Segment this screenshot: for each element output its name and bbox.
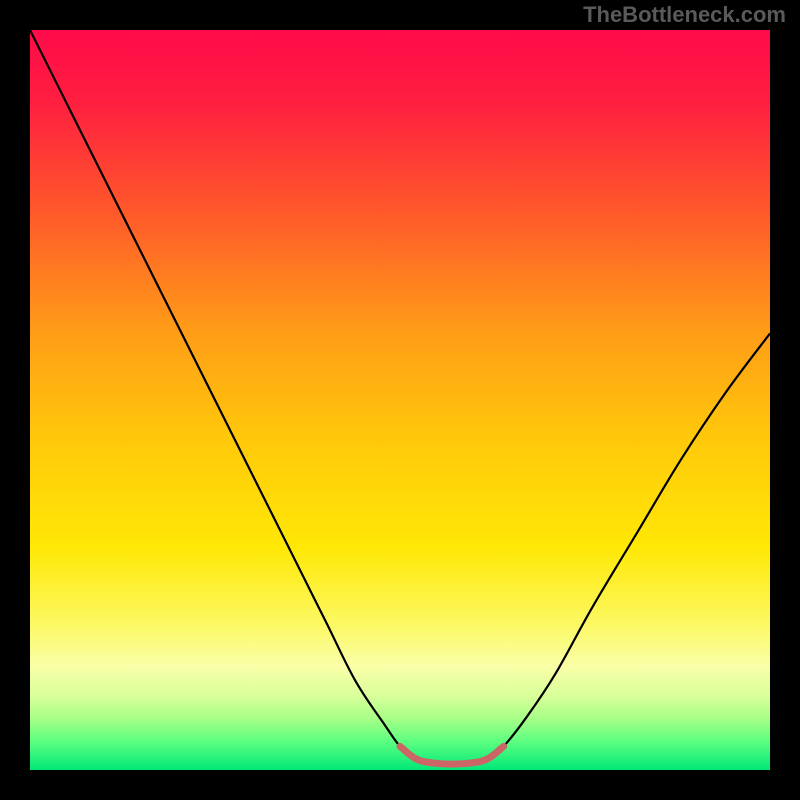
plot-area xyxy=(30,30,770,770)
valley-curve xyxy=(400,746,504,764)
curve-layer xyxy=(30,30,770,770)
watermark-text: TheBottleneck.com xyxy=(583,2,786,28)
main-curve xyxy=(30,30,770,764)
